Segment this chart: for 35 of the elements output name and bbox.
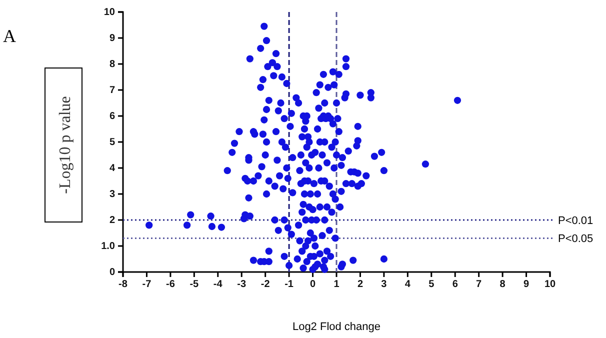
- y-tick-label: 0: [109, 267, 116, 278]
- text: A: [3, 26, 16, 46]
- ref-line-label: P<0.01: [558, 215, 594, 227]
- x-tick-label: -7: [142, 279, 152, 290]
- y-axis-title: -Log10 p value: [57, 96, 74, 194]
- x-tick-label: 9: [523, 279, 530, 290]
- x-tick-label: 1: [334, 279, 340, 290]
- y-tick-label: 2: [109, 215, 116, 226]
- x-tick-label: 4: [404, 279, 411, 290]
- y-tick-label: 1.0: [101, 241, 116, 252]
- ref-line-label: P<0.05: [558, 233, 594, 246]
- x-tick-label: -3: [237, 279, 246, 290]
- x-tick-label: -6: [166, 279, 176, 290]
- x-tick-label: 3: [381, 279, 388, 290]
- x-tick-label: -2: [260, 279, 270, 290]
- y-tick-label: 10: [104, 7, 116, 18]
- y-tick-label: 9: [109, 33, 116, 44]
- y-tick-label: 8: [109, 59, 116, 70]
- x-tick-label: 8: [500, 279, 506, 290]
- x-tick-label: 0: [310, 279, 316, 290]
- x-tick-label: -4: [213, 279, 223, 290]
- y-tick-label: 5: [109, 137, 116, 148]
- y-tick-label: 4: [109, 163, 116, 174]
- x-tick-label: 2: [357, 279, 364, 290]
- x-tick-label: 10: [544, 279, 556, 290]
- y-tick-label: 7: [109, 85, 116, 96]
- x-tick-label: -5: [190, 279, 200, 290]
- x-axis-title: Log2 Flod change: [292, 321, 381, 333]
- x-tick-label: -1: [284, 279, 294, 290]
- x-tick-label: 5: [428, 279, 435, 290]
- y-tick-label: 3: [109, 189, 116, 200]
- y-tick-label: 6: [109, 111, 116, 122]
- x-tick-label: -8: [118, 279, 128, 290]
- x-tick-label: 7: [476, 279, 482, 290]
- x-tick-label: 6: [452, 279, 458, 290]
